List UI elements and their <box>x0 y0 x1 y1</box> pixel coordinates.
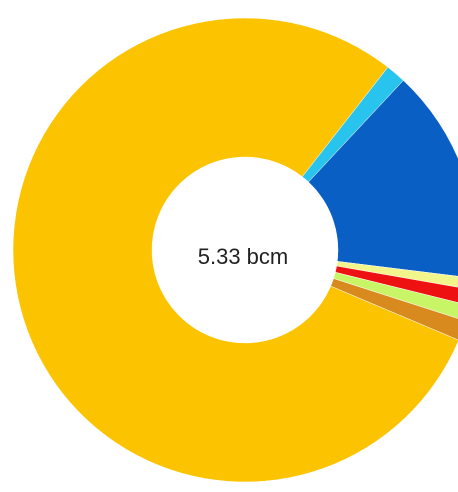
center-label: 5.33 bcm <box>198 244 289 269</box>
donut <box>12 17 458 483</box>
donut-slice <box>12 17 458 483</box>
donut-slice <box>308 80 458 277</box>
